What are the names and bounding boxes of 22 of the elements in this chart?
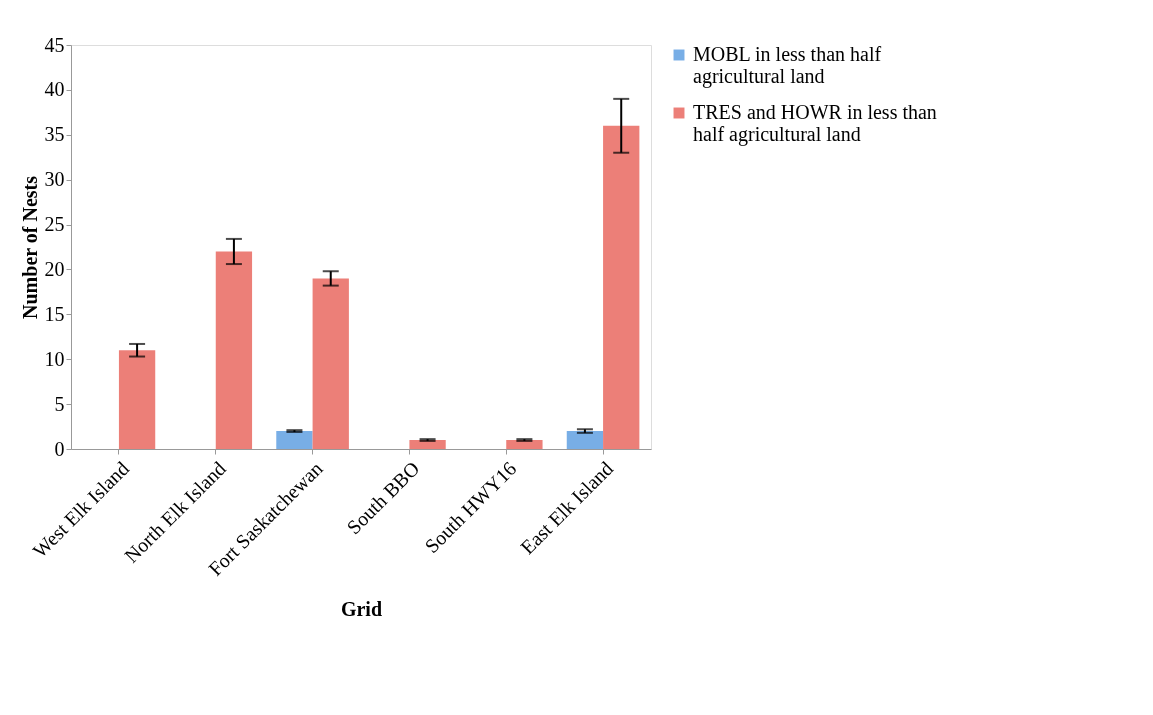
bar [118, 350, 156, 449]
bar [603, 125, 640, 449]
y-tick-label: 20 [44, 257, 65, 280]
bar [312, 278, 349, 449]
legend-label: MOBL in less than half agricultural land [693, 43, 882, 88]
y-tick-label: 25 [44, 213, 65, 236]
bar [506, 440, 543, 449]
bar [215, 251, 253, 449]
x-axis-title: Grid [340, 597, 383, 620]
y-tick-label: 30 [44, 168, 65, 191]
y-axis-title: Number of Nests [18, 175, 41, 319]
y-tick-label: 35 [44, 123, 65, 146]
bar [566, 431, 604, 449]
y-tick-label: 40 [44, 78, 65, 101]
y-tick-label: 10 [44, 347, 65, 370]
bar [276, 431, 313, 449]
y-tick-label: 0 [54, 437, 65, 460]
y-tick-label: 5 [54, 392, 65, 415]
y-tick-label: 45 [44, 33, 65, 56]
y-tick-label: 15 [44, 302, 65, 325]
bar [409, 440, 446, 449]
legend-label: TRES and HOWR in less than half agricultural land [693, 101, 937, 146]
